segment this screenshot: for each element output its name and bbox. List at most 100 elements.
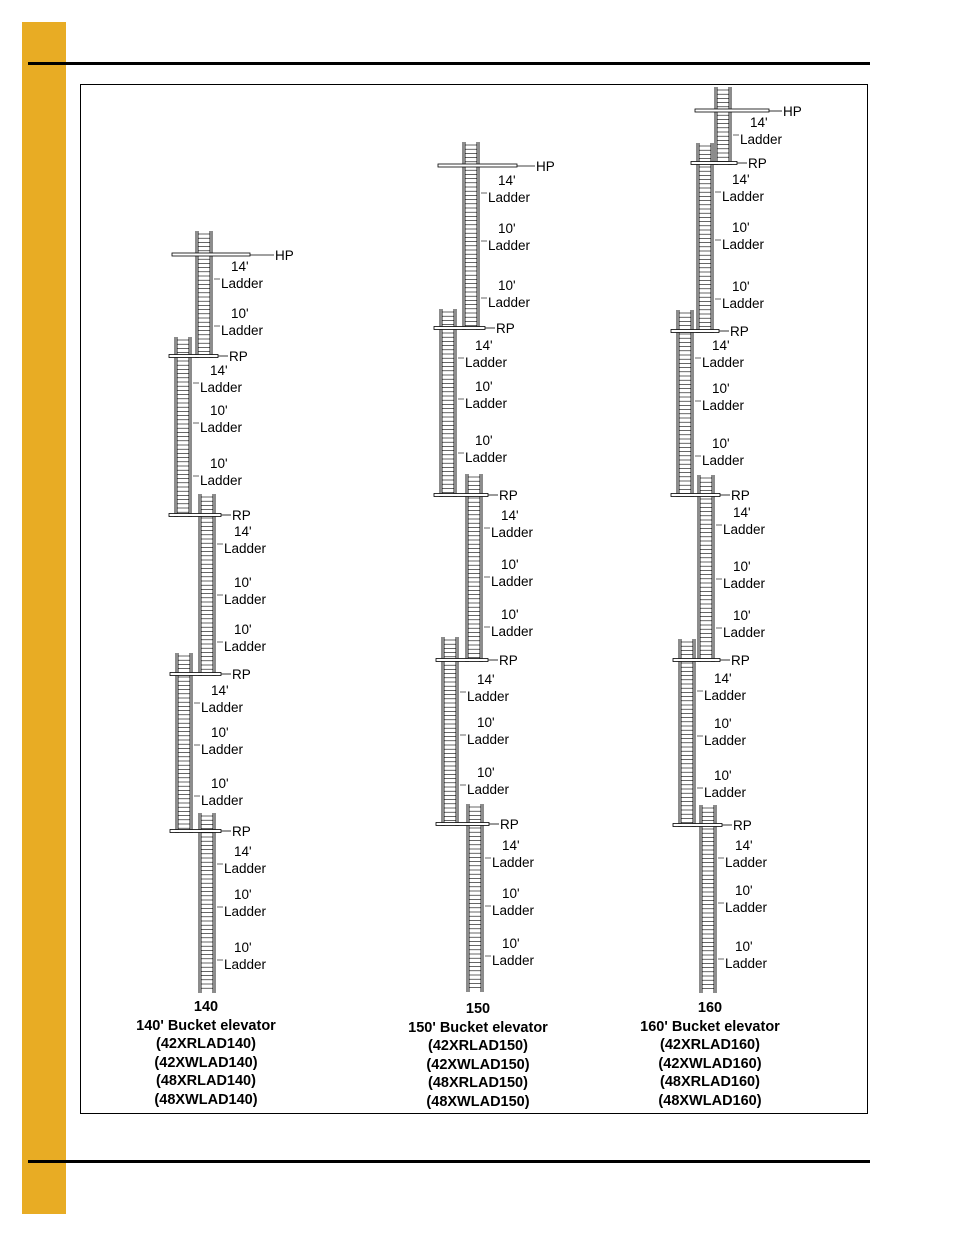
rest-platform-bar: [670, 329, 720, 333]
hp-label: HP: [275, 248, 294, 263]
ladder-text-label: Ladder: [224, 904, 267, 919]
ladder-text-label: Ladder: [722, 189, 765, 204]
ladder-text-label: Ladder: [201, 742, 244, 757]
ladder-text-label: Ladder: [492, 953, 535, 968]
ladder-text-label: Ladder: [221, 276, 264, 291]
caption-140-line-3: (42XWLAD140): [154, 1054, 258, 1071]
caption-150-line-5: (48XWLAD150): [426, 1093, 530, 1110]
rp-label: RP: [232, 508, 251, 523]
rp-label: RP: [500, 817, 519, 832]
caption-160-line-2: (42XRLAD160): [660, 1037, 760, 1054]
ladder-size-label: 10': [475, 433, 493, 448]
caption-140-line-4: (48XRLAD140): [156, 1073, 256, 1090]
rest-platform: RP: [169, 667, 251, 682]
ladder-size-label: 10': [712, 436, 730, 451]
ladder-text-label: Ladder: [704, 733, 747, 748]
rest-platform-bar: [435, 658, 489, 662]
rp-label: RP: [733, 818, 752, 833]
rest-platform-bar: [433, 493, 489, 497]
caption-150-line-0: 150: [465, 1001, 491, 1017]
rp-label: RP: [499, 488, 518, 503]
ladder-text-label: Ladder: [467, 732, 510, 747]
ladder-section: 14' Ladder 10' Ladder 10' Ladder: [174, 337, 243, 517]
ladder-text-label: Ladder: [725, 956, 768, 971]
ladder-text-label: Ladder: [702, 355, 745, 370]
ladder-section: 14' Ladder 10' Ladder 10' Ladder: [198, 813, 267, 993]
ladder-text-label: Ladder: [488, 190, 531, 205]
rp-label: RP: [731, 488, 750, 503]
ladder-size-label: 10': [234, 940, 252, 955]
ladder-size-label: 14': [234, 844, 252, 859]
ladder-section: 14' Ladder 10' Ladder 10' Ladder: [466, 804, 535, 992]
ladder-text-label: Ladder: [704, 688, 747, 703]
ladder-section: 14' Ladder 10' Ladder 10' Ladder: [696, 143, 765, 333]
rest-platform: RP: [670, 324, 749, 339]
ladder-text-label: Ladder: [465, 396, 508, 411]
caption-150: 150 150' Bucket elevator (42XRLAD150) (4…: [358, 1000, 598, 1112]
ladder-text-label: Ladder: [465, 355, 508, 370]
ladder-size-label: 10': [477, 715, 495, 730]
ladder-size-label: 10': [211, 725, 229, 740]
ladder-size-label: 10': [475, 379, 493, 394]
ladder-size-label: 10': [231, 306, 249, 321]
rest-platform: RP: [672, 653, 750, 668]
rest-platform: RP: [435, 817, 519, 832]
ladder-text-label: Ladder: [201, 700, 244, 715]
hp-label: HP: [783, 104, 802, 119]
rp-label: RP: [730, 324, 749, 339]
rest-platform-bar: [168, 354, 219, 358]
ladder-size-label: 10': [211, 776, 229, 791]
ladder-text-label: Ladder: [491, 525, 534, 540]
head-platform: [437, 163, 518, 168]
ladder-text-label: Ladder: [201, 793, 244, 808]
rest-platform: RP: [168, 349, 248, 364]
ladder-size-label: 14': [750, 115, 768, 130]
ladder-size-label: 10': [234, 622, 252, 637]
ladder-text-label: Ladder: [465, 450, 508, 465]
ladder-size-label: 14': [732, 172, 750, 187]
rest-platform: RP: [435, 653, 518, 668]
rest-platform: RP: [670, 488, 750, 503]
bottom-rule: [28, 1160, 870, 1163]
rp-label: RP: [731, 653, 750, 668]
ladder-size-label: 14': [714, 671, 732, 686]
ladder-section: 14' Ladder 10' Ladder 10' Ladder: [439, 309, 508, 497]
ladder-text-label: Ladder: [491, 574, 534, 589]
ladder-text-label: Ladder: [704, 785, 747, 800]
ladder-text-label: Ladder: [224, 957, 267, 972]
caption-160-line-0: 160: [697, 1000, 723, 1016]
ladder-size-label: 10': [714, 768, 732, 783]
ladder-text-label: Ladder: [722, 237, 765, 252]
rest-platform: RP: [690, 156, 767, 171]
ladder-size-label: 10': [733, 559, 751, 574]
head-platform: [694, 108, 770, 113]
ladder-text-label: Ladder: [491, 624, 534, 639]
caption-160: 160 160' Bucket elevator (42XRLAD160) (4…: [590, 999, 830, 1111]
caption-150-line-3: (42XWLAD150): [426, 1056, 530, 1073]
ladder-size-label: 14': [735, 838, 753, 853]
ladder-text-label: Ladder: [221, 323, 264, 338]
caption-150-line-2: (42XRLAD150): [428, 1038, 528, 1055]
rest-platform-bar: [169, 672, 222, 676]
ladder-section: 14' Ladder 10' Ladder 10' Ladder: [676, 310, 745, 497]
rest-platform-bar: [435, 822, 490, 826]
caption-160-line-3: (42XWLAD160): [658, 1055, 762, 1072]
ladder-size-label: 10': [735, 883, 753, 898]
ladder-text-label: Ladder: [488, 295, 531, 310]
ladder-size-label: 10': [498, 221, 516, 236]
ladder-section: 14' Ladder 10' Ladder 10' Ladder: [697, 475, 766, 662]
ladder-size-label: 10': [732, 279, 750, 294]
ladder-size-label: 14': [475, 338, 493, 353]
ladder-text-label: Ladder: [200, 380, 243, 395]
ladder-text-label: Ladder: [224, 541, 267, 556]
ladder-text-label: Ladder: [492, 903, 535, 918]
ladder-text-label: Ladder: [224, 861, 267, 876]
rest-platform: RP: [433, 488, 518, 503]
ladder-size-label: 10': [501, 607, 519, 622]
ladder-size-label: 14': [210, 363, 228, 378]
caption-160-line-5: (48XWLAD160): [658, 1092, 762, 1109]
ladder-size-label: 10': [498, 278, 516, 293]
rp-label: RP: [496, 321, 515, 336]
ladder-size-label: 14': [498, 173, 516, 188]
